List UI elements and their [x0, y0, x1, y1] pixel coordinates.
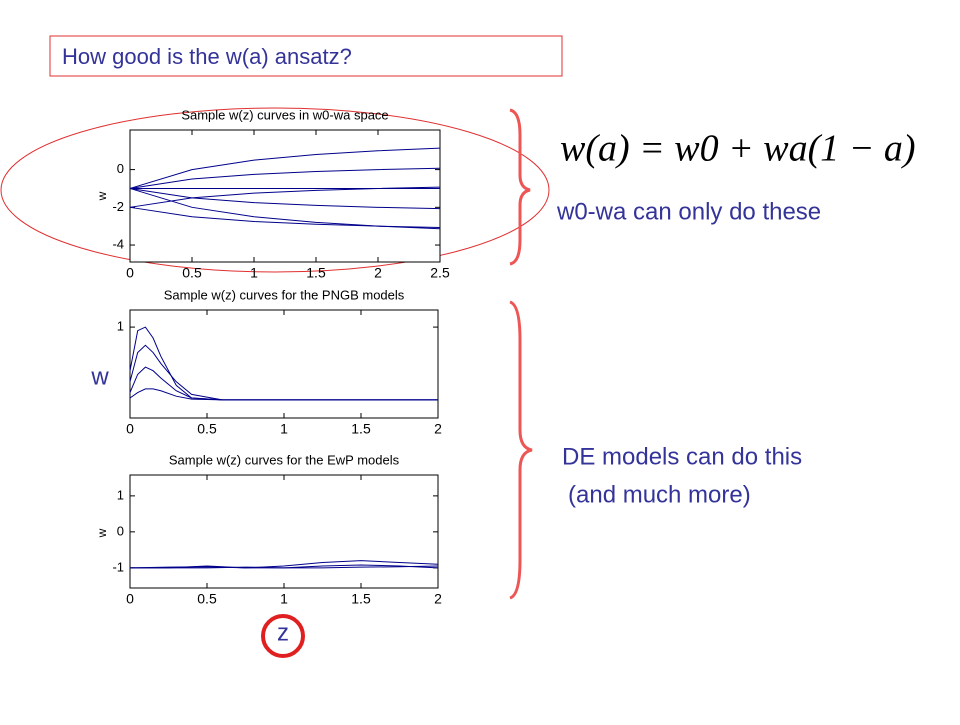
brace [509, 108, 531, 266]
curve [129, 186, 441, 208]
plot-area [129, 474, 439, 589]
x-tick-label: 1 [280, 591, 288, 607]
y-tick-label: 1 [117, 487, 124, 502]
chart-title: Sample w(z) curves for the PNGB models [164, 287, 405, 302]
y-tick-label: 0 [117, 523, 124, 538]
x-tick-label: 1.5 [351, 591, 371, 607]
equation: w(a) = w0 + wa(1 − a) [560, 128, 916, 170]
x-tick-label: 2 [434, 421, 442, 437]
x-tick-label: 0.5 [182, 265, 202, 281]
x-tick-label: 1.5 [306, 265, 326, 281]
y-axis-label: w [95, 191, 109, 201]
title-box [49, 35, 563, 77]
curve [129, 388, 438, 401]
x-tick-label: 0 [126, 591, 134, 607]
x-tick-label: 0.5 [197, 421, 217, 437]
y-tick-label: 1 [117, 319, 124, 334]
curve [129, 167, 441, 189]
note: w0-wa can only do these [556, 198, 821, 225]
y-tick-label: -1 [112, 559, 124, 574]
curve [129, 187, 441, 210]
y-tick-label: -4 [112, 236, 124, 251]
x-tick-label: 1 [280, 421, 288, 437]
x-tick-label: 1.5 [351, 421, 371, 437]
x-tick-label: 2 [374, 265, 382, 281]
y-tick-label: -2 [112, 199, 124, 214]
x-axis-label: z [277, 619, 289, 646]
curve [129, 147, 441, 189]
highlight-ellipse [0, 107, 550, 273]
highlight-circle [261, 614, 305, 658]
chart-title: Sample w(z) curves for the EwP models [169, 452, 400, 467]
plot-area [129, 309, 439, 419]
x-tick-label: 1 [250, 265, 258, 281]
curve [129, 344, 438, 401]
note: (and much more) [568, 481, 751, 508]
x-tick-label: 0 [126, 265, 134, 281]
x-tick-label: 0.5 [197, 591, 217, 607]
x-tick-label: 2 [434, 591, 442, 607]
brace [509, 300, 533, 600]
y-tick-label: 0 [117, 161, 124, 176]
x-tick-label: 0 [126, 421, 134, 437]
curve [129, 206, 441, 228]
y-axis-label: w [95, 528, 109, 538]
note: DE models can do this [562, 443, 802, 470]
chart-title: Sample w(z) curves in w0-wa space [181, 107, 388, 122]
y-axis-label: w [90, 363, 109, 390]
slide-title: How good is the w(a) ansatz? [62, 44, 352, 69]
curve [129, 565, 439, 569]
x-tick-label: 2.5 [430, 265, 450, 281]
